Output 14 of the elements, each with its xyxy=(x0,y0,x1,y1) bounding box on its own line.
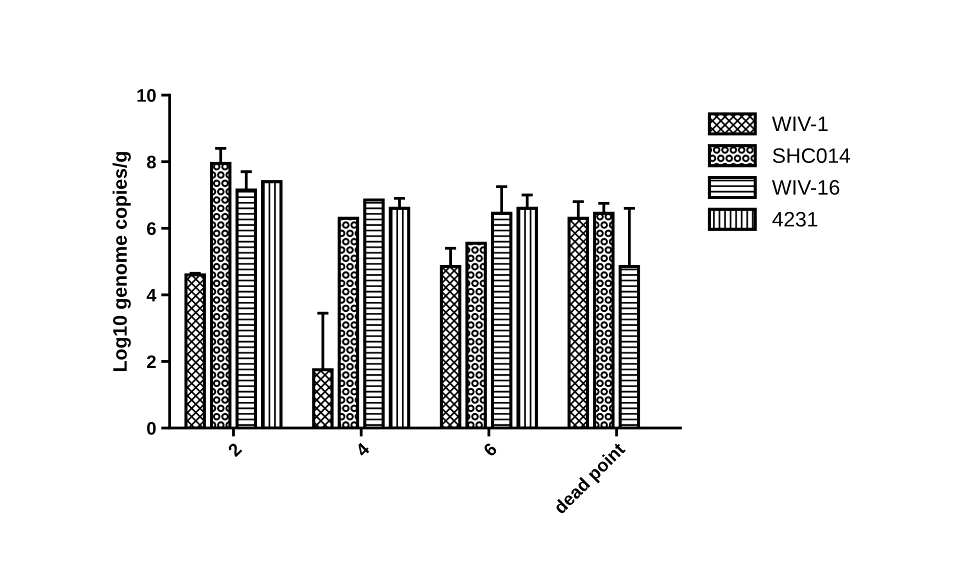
y-tick-label: 2 xyxy=(147,355,156,368)
x-tick-label: 4 xyxy=(354,442,370,458)
y-tick-label: 6 xyxy=(147,222,156,236)
y-tick-label: 10 xyxy=(137,89,156,102)
legend-label: WIV-16 xyxy=(772,180,840,195)
x-tick-label: 6 xyxy=(482,442,498,458)
legend-label: WIV-1 xyxy=(772,116,828,131)
legend-label: 4231 xyxy=(772,212,818,227)
x-tick-label: 2 xyxy=(227,442,242,458)
y-tick-label: 0 xyxy=(147,422,156,435)
y-axis-title: Log10 genome copies/g xyxy=(112,152,131,372)
y-tick-label: 4 xyxy=(146,288,156,302)
y-tick-label: 8 xyxy=(146,156,156,168)
legend-label: SHC014 xyxy=(772,148,850,163)
